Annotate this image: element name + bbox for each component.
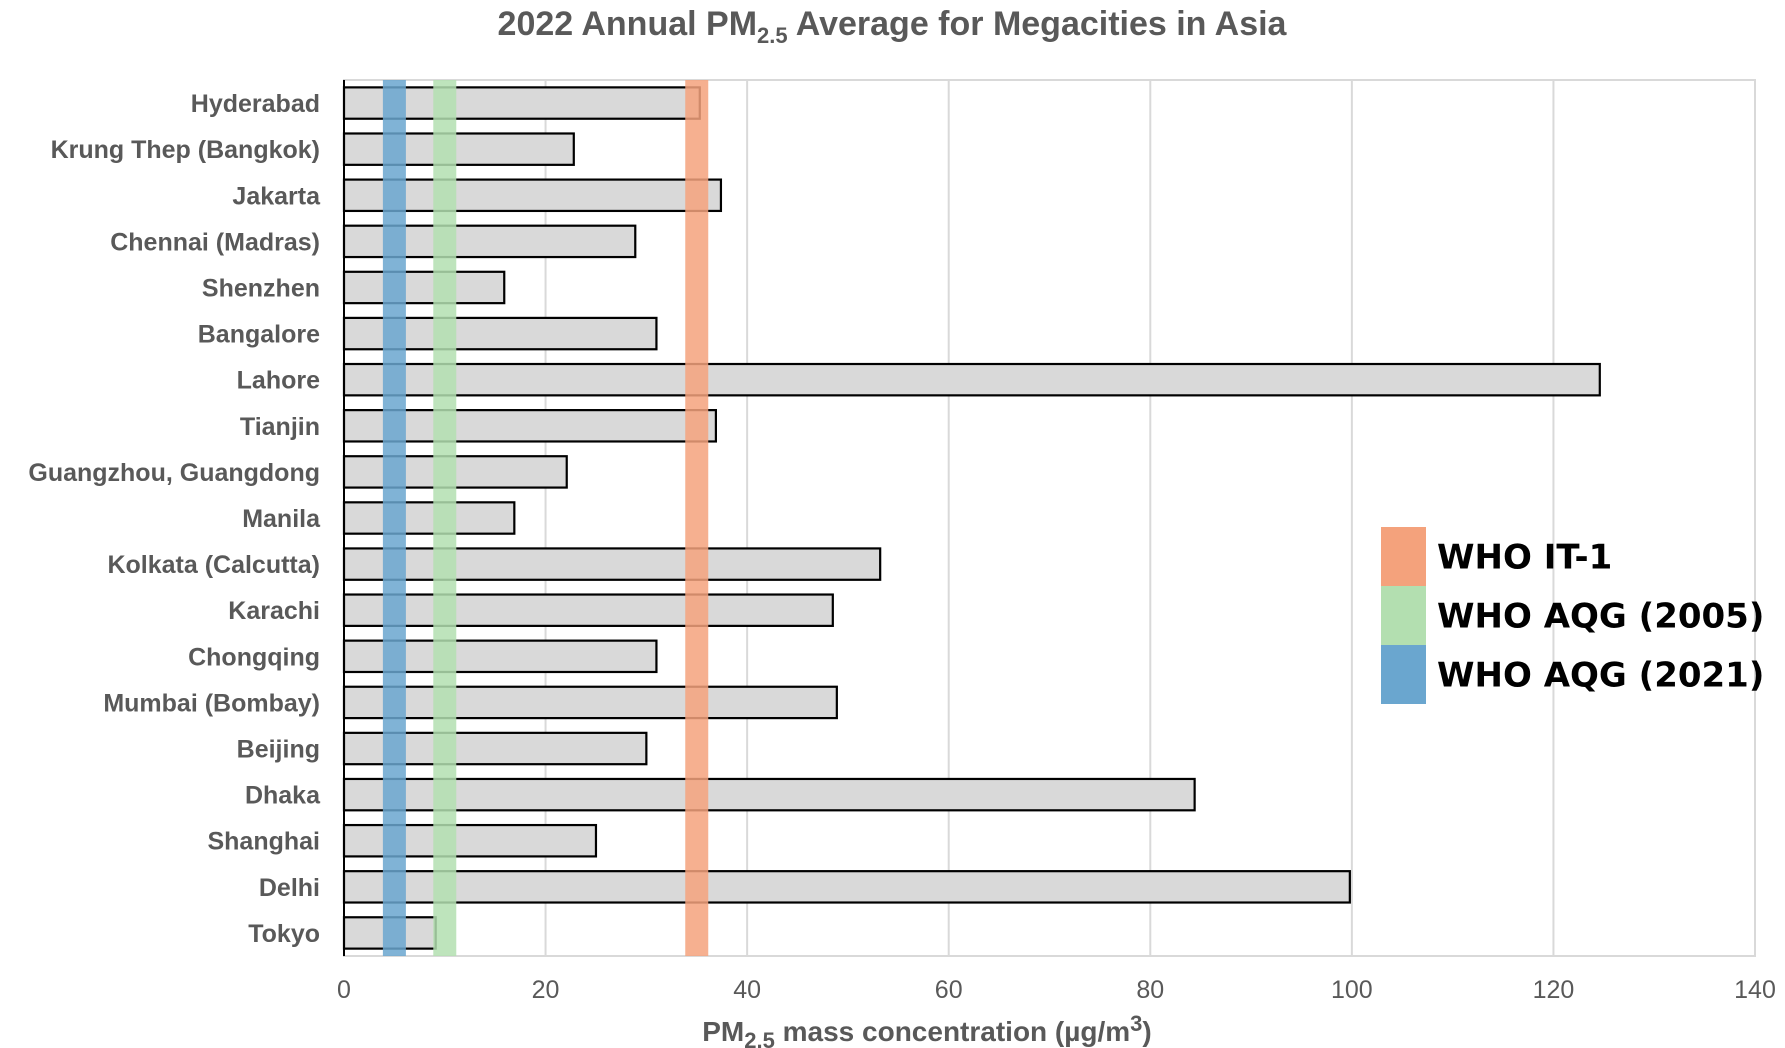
x-axis-title: PM2.5 mass concentration (µg/m3) bbox=[702, 1011, 1152, 1048]
reference-band bbox=[382, 80, 406, 956]
category-label: Chennai (Madras) bbox=[110, 228, 320, 256]
x-tick-label: 100 bbox=[1331, 976, 1373, 1004]
category-label: Shanghai bbox=[207, 828, 320, 856]
reference-band bbox=[433, 80, 457, 956]
category-label: Lahore bbox=[237, 367, 320, 395]
bars bbox=[342, 86, 1601, 950]
category-label: Guangzhou, Guangdong bbox=[28, 459, 320, 487]
chart-title-main: 2022 Annual PM bbox=[498, 5, 757, 43]
legend-swatch bbox=[1381, 645, 1426, 704]
category-label: Mumbai (Bombay) bbox=[103, 689, 320, 717]
reference-bands bbox=[382, 80, 709, 956]
x-axis-title-rest: mass concentration (µg/m bbox=[775, 1016, 1130, 1047]
bar bbox=[342, 362, 1601, 397]
category-labels: Hyderabad Krung Thep (Bangkok) Jakarta Chen… bbox=[28, 90, 321, 948]
category-label: Chongqing bbox=[188, 643, 320, 671]
chart-title-rest: Average for Megacities in Asia bbox=[788, 5, 1288, 43]
gridlines bbox=[544, 80, 1756, 956]
x-tick-labels: 0 20 40 60 80 100 120 140 bbox=[337, 976, 1776, 1004]
legend-label: WHO AQG (2005) bbox=[1437, 597, 1764, 637]
category-label: Tianjin bbox=[240, 413, 320, 441]
x-tick-label: 120 bbox=[1533, 976, 1575, 1004]
x-axis-title-end: ) bbox=[1142, 1016, 1151, 1047]
x-tick-label: 0 bbox=[337, 976, 351, 1004]
bar bbox=[342, 270, 506, 305]
category-label: Shenzhen bbox=[202, 274, 320, 302]
category-label: Dhaka bbox=[245, 782, 321, 810]
chart-title: 2022 Annual PM2.5 Average for Megacities… bbox=[498, 5, 1288, 48]
bar bbox=[342, 547, 882, 581]
x-tick-label: 80 bbox=[1136, 976, 1164, 1004]
x-tick-label: 40 bbox=[733, 976, 761, 1004]
bar bbox=[342, 823, 598, 858]
x-axis-title-main: PM bbox=[702, 1016, 744, 1047]
category-label: Beijing bbox=[237, 736, 320, 764]
category-label: Kolkata (Calcutta) bbox=[107, 551, 320, 579]
legend-label: WHO IT-1 bbox=[1437, 538, 1612, 578]
bar bbox=[342, 593, 834, 627]
x-tick-label: 140 bbox=[1734, 976, 1776, 1004]
bar bbox=[342, 132, 575, 166]
x-axis-title-superscript: 3 bbox=[1130, 1011, 1142, 1036]
category-label: Tokyo bbox=[248, 920, 320, 948]
bar bbox=[342, 870, 1351, 904]
legend: WHO IT-1 WHO AQG (2005) WHO AQG (2021) bbox=[1381, 527, 1764, 704]
chart-title-subscript: 2.5 bbox=[757, 23, 788, 48]
category-label: Bangalore bbox=[198, 321, 320, 349]
reference-band bbox=[685, 80, 709, 956]
bar bbox=[342, 685, 838, 720]
x-tick-label: 20 bbox=[532, 976, 560, 1004]
bar bbox=[342, 178, 723, 213]
legend-swatch bbox=[1381, 586, 1426, 645]
category-label: Delhi bbox=[259, 874, 320, 902]
x-tick-label: 60 bbox=[935, 976, 963, 1004]
legend-swatch bbox=[1381, 527, 1426, 586]
category-label: Karachi bbox=[228, 597, 320, 625]
category-label: Krung Thep (Bangkok) bbox=[51, 136, 320, 164]
category-label: Jakarta bbox=[232, 182, 321, 210]
category-label: Hyderabad bbox=[191, 90, 320, 118]
bar bbox=[342, 501, 516, 535]
x-axis-title-subscript: 2.5 bbox=[744, 1028, 775, 1048]
category-label: Manila bbox=[242, 505, 321, 533]
legend-label: WHO AQG (2021) bbox=[1437, 656, 1764, 696]
bar bbox=[342, 777, 1196, 812]
